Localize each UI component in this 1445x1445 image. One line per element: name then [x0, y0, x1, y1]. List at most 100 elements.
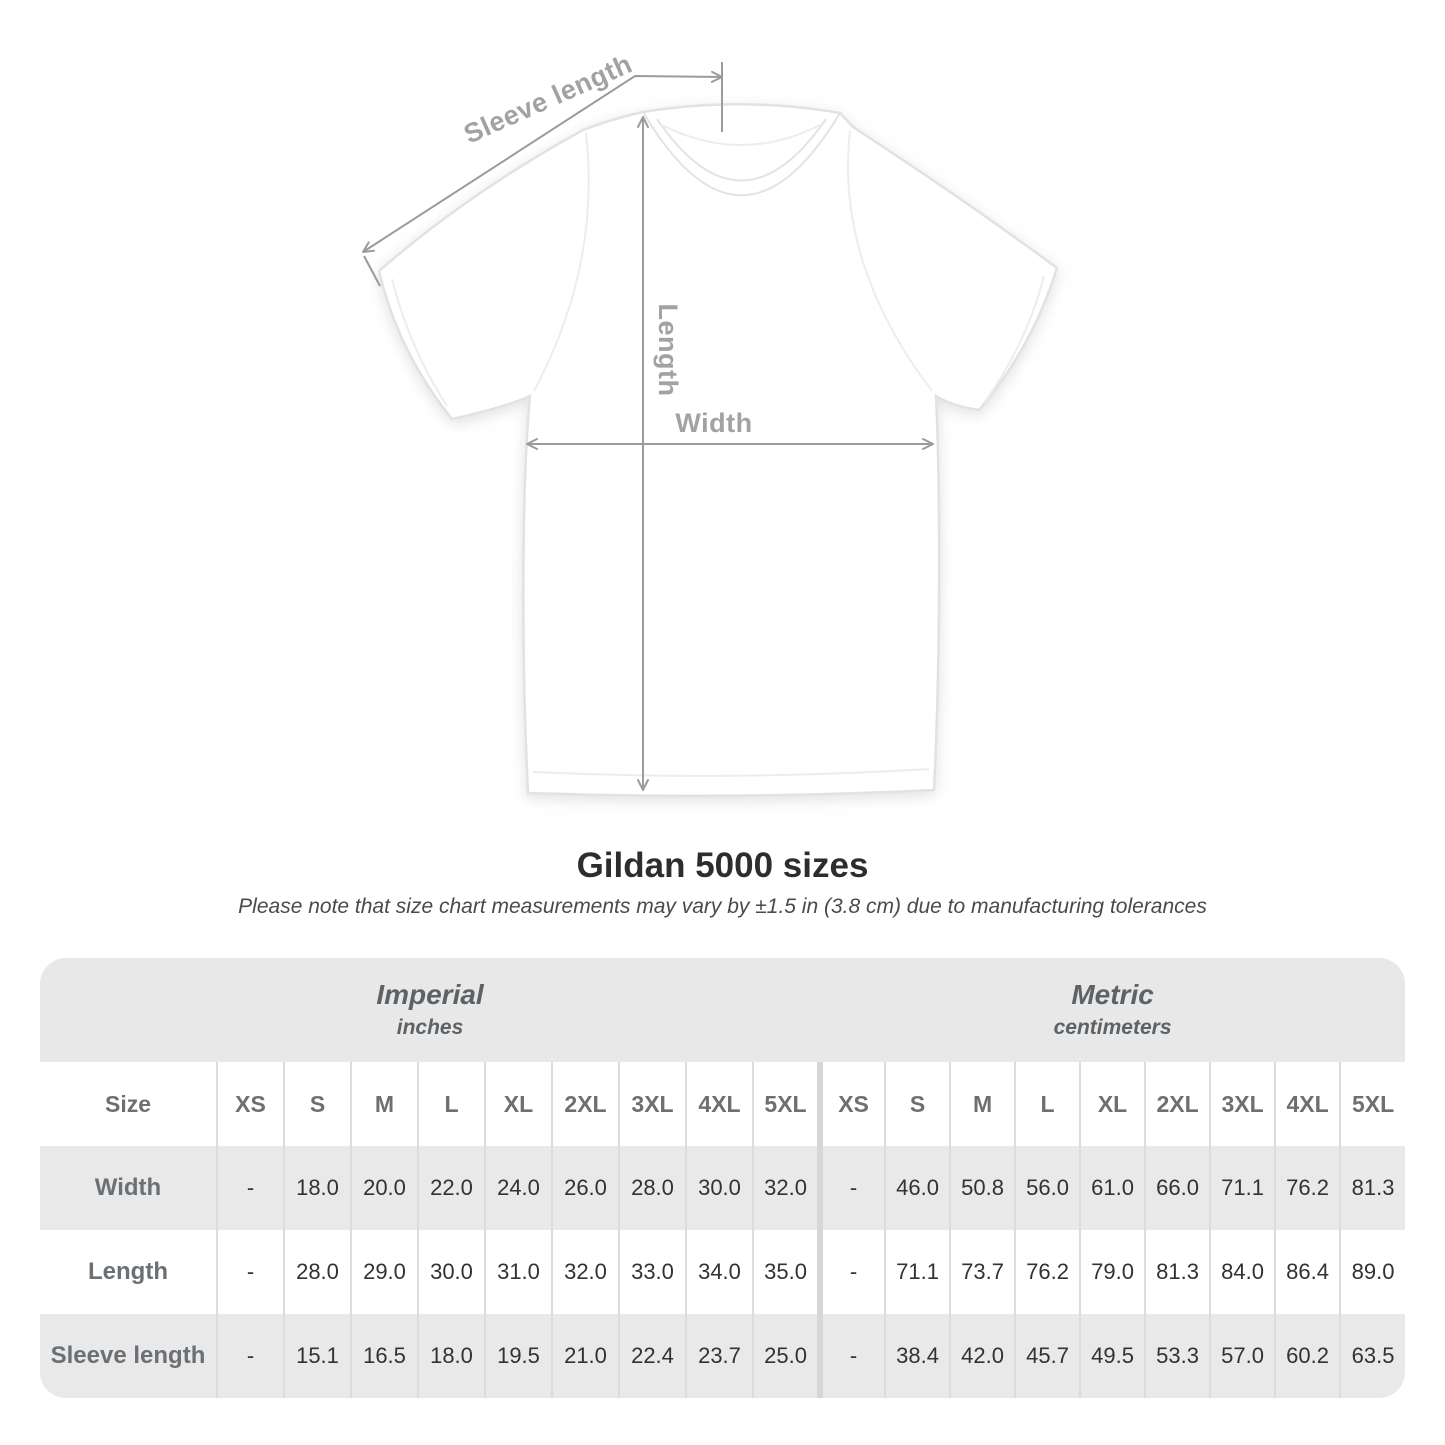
table-cell: 42.0 — [950, 1314, 1017, 1398]
metric-group-sublabel: centimeters — [1053, 1016, 1172, 1039]
table-cell: 57.0 — [1210, 1314, 1277, 1398]
table-cell: 29.0 — [351, 1230, 419, 1314]
table-cell: 45.7 — [1015, 1314, 1082, 1398]
size-header-imperial-xl: XL — [485, 1062, 553, 1146]
hem-stitch-line — [532, 768, 930, 777]
size-header-imperial-s: S — [284, 1062, 352, 1146]
imperial-group-header: Imperial inches — [40, 958, 821, 1062]
size-header-metric-4xl: 4XL — [1275, 1062, 1342, 1146]
imperial-group-label: Imperial — [376, 979, 484, 1010]
table-cell: 18.0 — [284, 1146, 352, 1230]
width-label: Width — [675, 408, 752, 438]
size-header-metric-xl: XL — [1080, 1062, 1147, 1146]
row-label-length: Length — [40, 1230, 218, 1314]
table-cell: 15.1 — [284, 1314, 352, 1398]
tolerance-note: Please note that size chart measurements… — [238, 895, 1207, 918]
tshirt-diagram-svg: Sleeve length Length Width — [362, 49, 1059, 798]
tshirt-illustration — [377, 103, 1059, 798]
table-cell: - — [217, 1230, 285, 1314]
sleeve-length-arrow — [362, 70, 723, 253]
table-cell: - — [817, 1314, 887, 1398]
table-cell: 16.5 — [351, 1314, 419, 1398]
table-cell: 66.0 — [1145, 1146, 1212, 1230]
table-cell: - — [817, 1146, 887, 1230]
table-cell: 73.7 — [950, 1230, 1017, 1314]
table-cell: 21.0 — [552, 1314, 620, 1398]
left-sleeve-stitch — [391, 278, 448, 407]
tshirt-outline — [377, 103, 1059, 798]
table-cell: 23.7 — [686, 1314, 754, 1398]
right-sleeve-stitch — [983, 275, 1045, 404]
table-cell: 28.0 — [619, 1146, 687, 1230]
table-cell: 71.1 — [885, 1230, 952, 1314]
table-cell: 22.4 — [619, 1314, 687, 1398]
size-table: Imperial inches Metric centimeters Size … — [40, 958, 1405, 1398]
table-cell: 34.0 — [686, 1230, 754, 1314]
table-cell: 49.5 — [1080, 1314, 1147, 1398]
size-header-imperial-4xl: 4XL — [686, 1062, 754, 1146]
size-table-container: Imperial inches Metric centimeters Size … — [40, 958, 1405, 1398]
imperial-group-sublabel: inches — [396, 1016, 464, 1039]
table-cell: 50.8 — [950, 1146, 1017, 1230]
table-cell: 35.0 — [753, 1230, 822, 1314]
table-cell: 79.0 — [1080, 1230, 1147, 1314]
page-title: Gildan 5000 sizes — [576, 846, 869, 885]
size-header-metric-xs: XS — [817, 1062, 887, 1146]
size-header-imperial-5xl: 5XL — [753, 1062, 822, 1146]
table-cell: 86.4 — [1275, 1230, 1342, 1314]
size-header-imperial-3xl: 3XL — [619, 1062, 687, 1146]
table-cell: 33.0 — [619, 1230, 687, 1314]
table-cell: 38.4 — [885, 1314, 952, 1398]
table-cell: 61.0 — [1080, 1146, 1147, 1230]
length-label: Length — [653, 304, 683, 397]
table-cell: 46.0 — [885, 1146, 952, 1230]
table-cell: 28.0 — [284, 1230, 352, 1314]
metric-group-header: Metric centimeters — [820, 958, 1405, 1062]
table-cell: 60.2 — [1275, 1314, 1342, 1398]
size-header-metric-m: M — [950, 1062, 1017, 1146]
row-label-sleeve-length: Sleeve length — [40, 1314, 218, 1398]
table-row-sleeve-length: Sleeve length - 15.1 16.5 18.0 19.5 21.0… — [40, 1314, 1405, 1398]
table-cell: 53.3 — [1145, 1314, 1212, 1398]
table-cell: 32.0 — [753, 1146, 822, 1230]
size-chart-page: Sleeve length Length Width Gildan 5000 s… — [40, 49, 1405, 1398]
table-row-width: Width - 18.0 20.0 22.0 24.0 26.0 28.0 30… — [40, 1146, 1405, 1230]
table-cell: 18.0 — [418, 1314, 486, 1398]
size-header-metric-5xl: 5XL — [1340, 1062, 1405, 1146]
table-cell: - — [817, 1230, 887, 1314]
table-cell: 24.0 — [485, 1146, 553, 1230]
size-header-imperial-xs: XS — [217, 1062, 285, 1146]
size-header-metric-l: L — [1015, 1062, 1082, 1146]
unit-group-header-row: Imperial inches Metric centimeters — [40, 958, 1405, 1062]
table-cell: 63.5 — [1340, 1314, 1405, 1398]
size-header-imperial-l: L — [418, 1062, 486, 1146]
table-cell: 25.0 — [753, 1314, 822, 1398]
right-sleeve-seam — [847, 130, 933, 392]
table-cell: - — [217, 1146, 285, 1230]
table-cell: 31.0 — [485, 1230, 553, 1314]
metric-group-label: Metric — [1071, 979, 1154, 1010]
table-cell: 56.0 — [1015, 1146, 1082, 1230]
table-cell: - — [217, 1314, 285, 1398]
table-cell: 30.0 — [418, 1230, 486, 1314]
tshirt-diagram: Sleeve length Length Width — [362, 49, 1059, 798]
size-header-metric-2xl: 2XL — [1145, 1062, 1212, 1146]
table-cell: 89.0 — [1340, 1230, 1405, 1314]
table-cell: 76.2 — [1015, 1230, 1082, 1314]
table-cell: 26.0 — [552, 1146, 620, 1230]
size-column-header: Size — [40, 1062, 218, 1146]
table-cell: 81.3 — [1145, 1230, 1212, 1314]
table-cell: 32.0 — [552, 1230, 620, 1314]
table-cell: 84.0 — [1210, 1230, 1277, 1314]
sleeve-witness-line — [363, 255, 381, 287]
table-cell: 71.1 — [1210, 1146, 1277, 1230]
size-header-metric-3xl: 3XL — [1210, 1062, 1277, 1146]
size-header-imperial-m: M — [351, 1062, 419, 1146]
size-header-imperial-2xl: 2XL — [552, 1062, 620, 1146]
table-cell: 81.3 — [1340, 1146, 1405, 1230]
table-cell: 19.5 — [485, 1314, 553, 1398]
table-cell: 20.0 — [351, 1146, 419, 1230]
table-cell: 76.2 — [1275, 1146, 1342, 1230]
size-header-row: Size XS S M L XL 2XL 3XL 4XL 5XL XS S M … — [40, 1062, 1405, 1146]
row-label-width: Width — [40, 1146, 218, 1230]
